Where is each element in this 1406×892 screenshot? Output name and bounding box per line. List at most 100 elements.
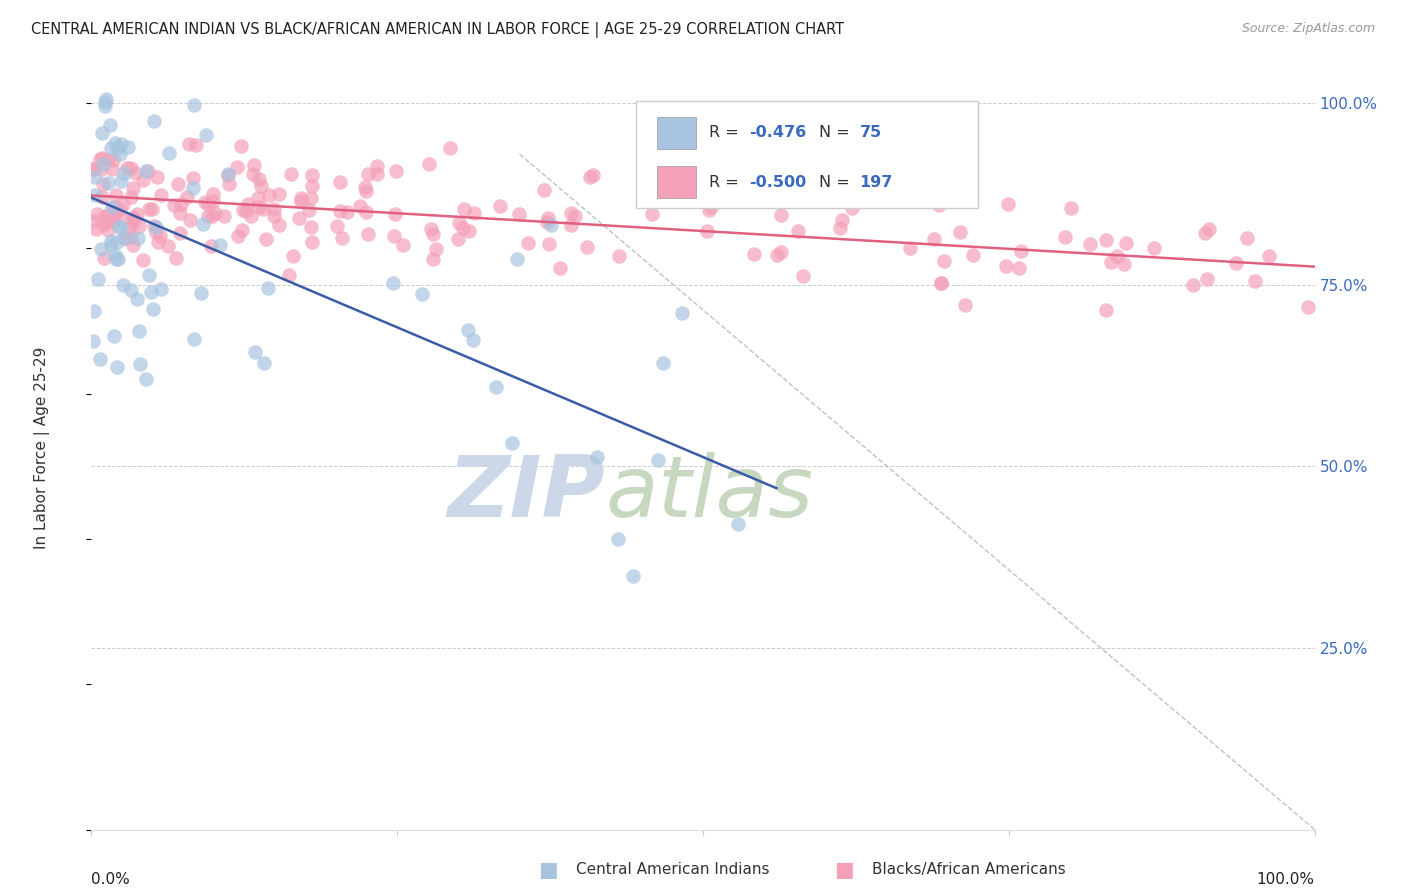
Point: [250, 179, 273, 194]
Point: [447, 232, 470, 246]
Point: [110, 147, 132, 161]
Point: [647, 452, 669, 467]
Point: [193, 217, 215, 231]
Point: [962, 248, 984, 262]
Text: N =: N =: [820, 125, 855, 140]
Point: [564, 210, 586, 224]
Point: [696, 224, 718, 238]
Point: [330, 231, 353, 245]
Point: [929, 276, 952, 290]
Point: [167, 177, 190, 191]
Point: [226, 160, 249, 174]
Point: [254, 232, 277, 246]
Point: [169, 227, 191, 241]
Point: [770, 208, 793, 222]
Point: [86, 272, 108, 286]
Point: [103, 153, 125, 168]
Text: 0.0%: 0.0%: [91, 871, 131, 887]
Point: [217, 169, 239, 183]
FancyBboxPatch shape: [657, 166, 696, 198]
Point: [117, 161, 139, 176]
Point: [671, 306, 693, 320]
Point: [548, 261, 571, 276]
Point: [127, 230, 149, 244]
Text: CENTRAL AMERICAN INDIAN VS BLACK/AFRICAN AMERICAN IN LABOR FORCE | AGE 25-29 COR: CENTRAL AMERICAN INDIAN VS BLACK/AFRICAN…: [31, 22, 844, 38]
Text: 75: 75: [859, 125, 882, 140]
Point: [1114, 257, 1136, 271]
Point: [218, 178, 240, 192]
Point: [288, 211, 311, 226]
Point: [105, 252, 128, 266]
Point: [1243, 274, 1265, 288]
Point: [135, 164, 157, 178]
Point: [94, 99, 117, 113]
Point: [226, 228, 249, 243]
Point: [96, 214, 118, 228]
Point: [257, 281, 280, 295]
Point: [420, 221, 443, 235]
Point: [508, 207, 530, 221]
Point: [208, 237, 231, 252]
Point: [582, 168, 605, 182]
Point: [91, 157, 114, 171]
Point: [1095, 233, 1118, 247]
Point: [96, 176, 118, 190]
Point: [1105, 249, 1128, 263]
Point: [357, 167, 380, 181]
Point: [384, 207, 406, 221]
Point: [104, 248, 127, 262]
Point: [928, 198, 950, 212]
Point: [112, 196, 135, 211]
Point: [382, 276, 405, 290]
Point: [89, 352, 111, 367]
Point: [94, 209, 117, 223]
Point: [91, 190, 114, 204]
Point: [202, 194, 225, 208]
Point: [463, 333, 485, 347]
Point: [127, 292, 149, 306]
Point: [281, 249, 304, 263]
Point: [93, 252, 115, 266]
Point: [141, 301, 163, 316]
FancyBboxPatch shape: [657, 117, 696, 149]
Point: [1078, 236, 1101, 251]
Point: [1008, 260, 1031, 275]
Point: [103, 208, 125, 222]
Point: [301, 178, 323, 193]
Point: [301, 169, 323, 183]
Point: [145, 225, 167, 239]
Text: R =: R =: [709, 175, 744, 190]
Point: [700, 200, 723, 214]
Point: [356, 204, 378, 219]
Point: [652, 356, 675, 370]
Point: [128, 324, 150, 338]
Point: [1095, 303, 1118, 318]
Point: [94, 95, 117, 109]
Point: [122, 180, 145, 194]
Point: [290, 191, 312, 205]
Point: [1225, 256, 1247, 270]
Point: [621, 569, 644, 583]
Point: [247, 192, 270, 206]
Text: N =: N =: [820, 175, 855, 190]
Point: [299, 219, 322, 234]
Point: [143, 219, 166, 233]
Point: [94, 92, 117, 106]
Point: [138, 268, 160, 283]
Point: [326, 219, 349, 233]
Point: [995, 259, 1018, 273]
Point: [97, 209, 120, 223]
Point: [898, 155, 921, 169]
Point: [111, 211, 134, 226]
Point: [195, 128, 218, 142]
FancyBboxPatch shape: [636, 101, 979, 208]
Point: [253, 356, 276, 370]
Text: Blacks/African Americans: Blacks/African Americans: [872, 863, 1066, 877]
Point: [121, 216, 143, 230]
Point: [269, 218, 291, 232]
Text: Source: ZipAtlas.com: Source: ZipAtlas.com: [1241, 22, 1375, 36]
Point: [240, 209, 263, 223]
Point: [257, 187, 280, 202]
Point: [243, 345, 266, 359]
Point: [301, 235, 323, 249]
